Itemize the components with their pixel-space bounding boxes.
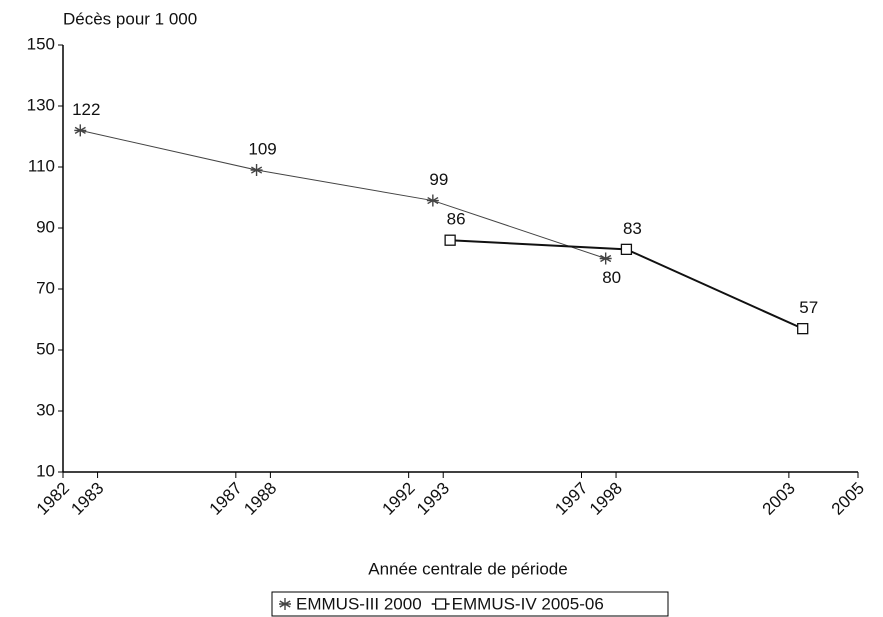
data-label: 80 — [602, 268, 621, 287]
legend-label: EMMUS-IV 2005-06 — [452, 594, 604, 613]
y-tick-label: 90 — [36, 217, 55, 236]
y-tick-label: 110 — [28, 156, 55, 175]
marker-star — [250, 164, 263, 177]
y-tick-label: 10 — [36, 461, 55, 480]
x-tick-label: 1987 — [206, 479, 246, 519]
data-label: 99 — [429, 170, 448, 189]
x-tick-label: 1997 — [551, 479, 591, 519]
x-tick-label: 1992 — [378, 479, 418, 519]
y-tick-label: 130 — [27, 95, 55, 114]
x-axis-title: Année centrale de période — [368, 559, 567, 578]
legend-item: EMMUS-III 2000 — [279, 594, 422, 613]
marker-square — [620, 243, 633, 256]
legend-box — [271, 591, 669, 617]
legend-label: EMMUS-III 2000 — [296, 594, 422, 613]
x-tick-label: 1982 — [33, 479, 73, 519]
y-tick-label: 150 — [27, 34, 55, 53]
x-tick-label: 2003 — [759, 479, 799, 519]
x-tick-label: 1998 — [586, 479, 626, 519]
marker-star — [74, 124, 87, 137]
x-tick-label: 1983 — [67, 479, 107, 519]
marker-star — [279, 598, 291, 610]
y-tick-label: 70 — [36, 278, 55, 297]
marker-square — [444, 234, 456, 246]
legend-item: EMMUS-IV 2005-06 — [431, 594, 604, 613]
x-tick-label: 2005 — [828, 479, 868, 519]
data-label: 109 — [248, 140, 276, 159]
data-label: 122 — [72, 100, 100, 119]
y-axis-title: Décès pour 1 000 — [63, 9, 197, 28]
marker-square — [797, 322, 809, 335]
y-tick-label: 50 — [36, 339, 55, 358]
marker-star — [426, 194, 439, 207]
marker-square — [435, 598, 447, 610]
series-line — [80, 129, 606, 259]
data-label: 86 — [447, 210, 466, 229]
data-label: 83 — [623, 219, 642, 238]
data-label: 57 — [799, 298, 818, 317]
x-tick-label: 1993 — [413, 479, 453, 519]
marker-star — [599, 252, 612, 265]
y-tick-label: 30 — [36, 400, 55, 419]
x-tick-label: 1988 — [240, 479, 280, 519]
